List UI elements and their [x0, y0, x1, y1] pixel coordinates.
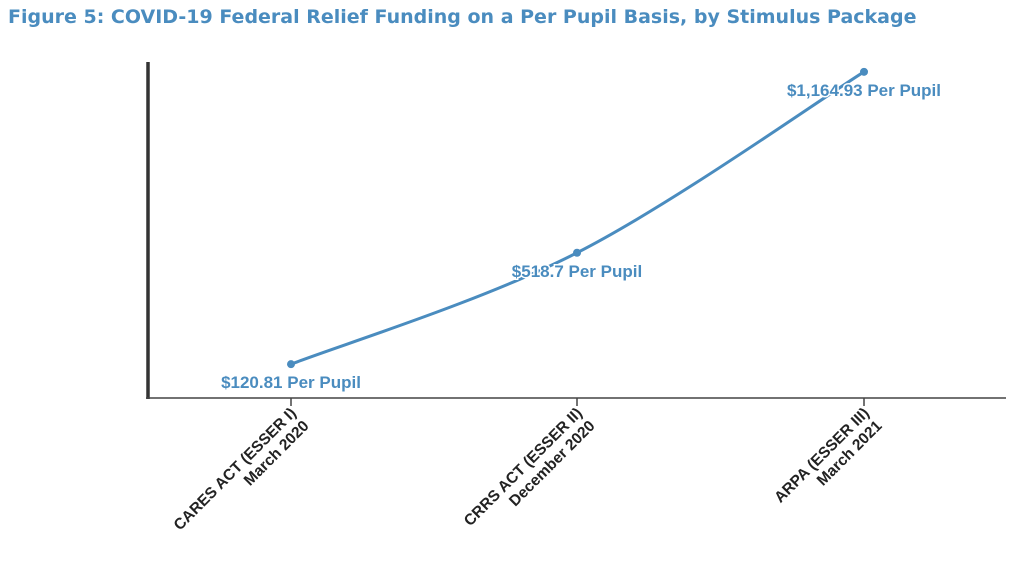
x-tick-label-line1: CRRS ACT (ESSER II): [461, 405, 586, 530]
series-line: [290, 70, 865, 366]
data-label: $1,164.93 Per Pupil: [787, 81, 941, 100]
x-tick-label-line1: CARES ACT (ESSER I): [171, 405, 300, 534]
x-tick-label: CARES ACT (ESSER I)March 2020: [171, 405, 313, 534]
data-label: $120.81 Per Pupil: [221, 373, 361, 392]
x-tick-label: ARPA (ESSER III)March 2021: [771, 405, 886, 507]
x-tick-label: CRRS ACT (ESSER II)December 2020: [461, 405, 599, 530]
data-point: [287, 360, 295, 369]
data-label: $518.7 Per Pupil: [512, 262, 642, 281]
chart-title: Figure 5: COVID-19 Federal Relief Fundin…: [8, 6, 917, 28]
data-point: [860, 67, 868, 76]
data-point: [573, 248, 581, 257]
